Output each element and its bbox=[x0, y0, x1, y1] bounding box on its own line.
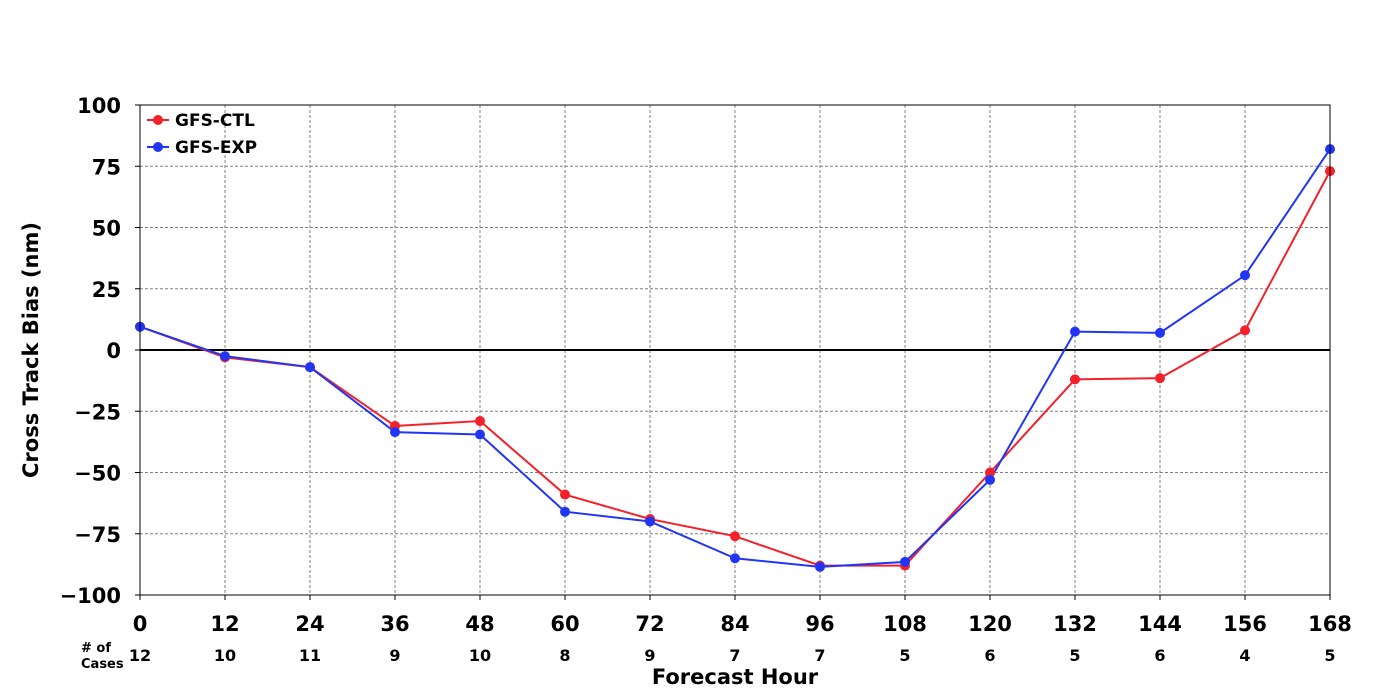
x-tick-label: 72 bbox=[635, 612, 664, 636]
x-tick-label: 12 bbox=[210, 612, 239, 636]
data-point bbox=[475, 416, 485, 427]
case-count-label: 5 bbox=[1069, 646, 1080, 665]
y-tick-label: 75 bbox=[92, 155, 121, 179]
y-tick-label: −25 bbox=[74, 400, 121, 424]
data-point bbox=[1155, 327, 1165, 338]
data-point bbox=[645, 516, 655, 527]
cases-header: # of Cases bbox=[81, 641, 124, 672]
data-point bbox=[900, 556, 910, 567]
legend-marker bbox=[153, 142, 163, 152]
x-tick-label: 60 bbox=[550, 612, 579, 636]
y-tick-label: 50 bbox=[92, 217, 121, 241]
series-layer bbox=[135, 144, 1335, 572]
y-axis-title: Cross Track Bias (nm) bbox=[19, 222, 43, 478]
x-tick-label: 156 bbox=[1223, 612, 1267, 636]
data-point bbox=[560, 489, 570, 500]
case-count-label: 7 bbox=[729, 646, 740, 665]
legend: GFS-CTL GFS-EXP bbox=[147, 111, 257, 158]
y-tick-label: 0 bbox=[106, 339, 121, 363]
x-tick-label: 144 bbox=[1138, 612, 1182, 636]
legend-label: GFS-CTL bbox=[175, 111, 255, 131]
legend-label: GFS-EXP bbox=[175, 138, 257, 158]
x-tick-label: 96 bbox=[805, 612, 834, 636]
x-tick-label: 84 bbox=[720, 612, 749, 636]
x-tick-label: 0 bbox=[133, 612, 148, 636]
y-tick-label: 25 bbox=[92, 278, 121, 302]
data-point bbox=[730, 553, 740, 564]
data-point bbox=[1070, 326, 1080, 337]
y-tick-label: −100 bbox=[60, 584, 121, 608]
x-tick-label: 24 bbox=[295, 612, 324, 636]
data-point bbox=[985, 474, 995, 485]
x-tick-label: 168 bbox=[1308, 612, 1352, 636]
data-point bbox=[1155, 373, 1165, 384]
data-point bbox=[390, 427, 400, 438]
data-point bbox=[560, 506, 570, 517]
cases-header-line: # of bbox=[81, 641, 111, 656]
data-point bbox=[1240, 270, 1250, 281]
case-count-label: 7 bbox=[814, 646, 825, 665]
data-point bbox=[985, 467, 995, 478]
case-count-label: 9 bbox=[644, 646, 655, 665]
data-point bbox=[730, 531, 740, 542]
case-count-label: 9 bbox=[389, 646, 400, 665]
x-tick-label: 132 bbox=[1053, 612, 1097, 636]
y-tick-label: −50 bbox=[74, 462, 121, 486]
case-count-label: 10 bbox=[214, 646, 236, 665]
data-point bbox=[1070, 374, 1080, 385]
y-tick-label: −75 bbox=[74, 523, 121, 547]
case-count-label: 4 bbox=[1239, 646, 1250, 665]
x-tick-label: 120 bbox=[968, 612, 1012, 636]
case-count-label: 8 bbox=[559, 646, 570, 665]
x-axis-title: Forecast Hour bbox=[652, 665, 819, 689]
case-count-label: 11 bbox=[299, 646, 321, 665]
cases-header-line: Cases bbox=[81, 657, 124, 672]
case-count-label: 6 bbox=[984, 646, 995, 665]
data-point bbox=[305, 362, 315, 373]
axis-ticks: 0121210241136948106087298479671085120613… bbox=[60, 94, 1352, 665]
data-point bbox=[475, 429, 485, 440]
case-count-label: 12 bbox=[129, 646, 151, 665]
legend-marker bbox=[153, 115, 163, 125]
x-tick-label: 36 bbox=[380, 612, 409, 636]
case-count-label: 10 bbox=[469, 646, 491, 665]
x-tick-label: 48 bbox=[465, 612, 494, 636]
data-point bbox=[1240, 325, 1250, 336]
case-count-label: 5 bbox=[1324, 646, 1335, 665]
y-tick-label: 100 bbox=[77, 94, 121, 118]
grid-lines bbox=[140, 105, 1330, 595]
data-point bbox=[815, 561, 825, 572]
data-point bbox=[220, 351, 230, 362]
case-count-label: 6 bbox=[1154, 646, 1165, 665]
x-tick-label: 108 bbox=[883, 612, 927, 636]
case-count-label: 5 bbox=[899, 646, 910, 665]
